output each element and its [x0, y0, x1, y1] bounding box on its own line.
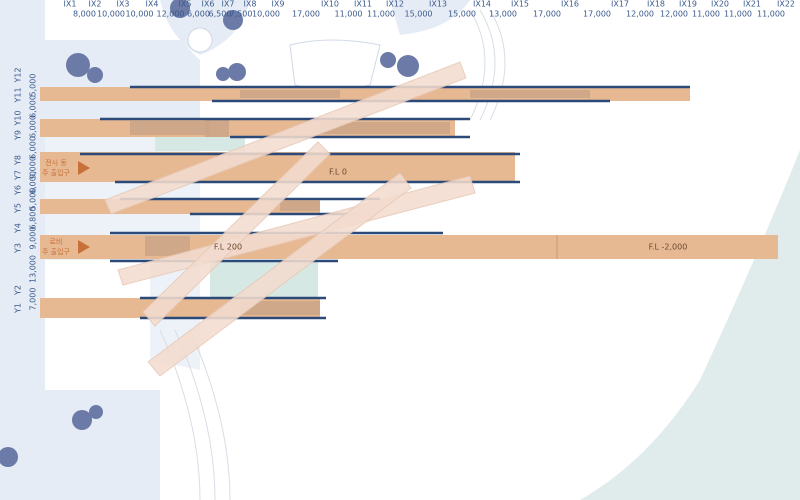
- grid-spacing: 13,000: [29, 255, 38, 283]
- grid-spacing: 11,000: [724, 10, 752, 19]
- grid-label: IX18: [647, 0, 665, 9]
- stair: [470, 90, 590, 98]
- floor-level: F.L -2,000: [649, 243, 688, 252]
- floor-slab: [40, 152, 515, 182]
- grid-spacing: 13,000: [489, 10, 517, 19]
- grid-spacing: 5,000: [29, 74, 38, 97]
- grid-label: Y7: [14, 170, 23, 181]
- grid-label: IX9: [272, 0, 285, 9]
- grid-label: IX17: [611, 0, 629, 9]
- grid-label: Y5: [14, 203, 23, 214]
- grid-label: IX11: [354, 0, 372, 9]
- grid-spacing: 10,000: [126, 10, 154, 19]
- bridge: [147, 172, 412, 377]
- grid-label: IX16: [561, 0, 579, 9]
- grid-spacing: 15,000: [448, 10, 476, 19]
- grid-spacing: 11,000: [692, 10, 720, 19]
- grid-spacing: 9,000: [29, 227, 38, 250]
- grid-spacing: 9,000: [29, 156, 38, 179]
- stair: [130, 121, 210, 135]
- grid-spacing: 11,000: [757, 10, 785, 19]
- entrance-label: 주 출입구: [42, 168, 71, 177]
- stair: [205, 119, 229, 137]
- entrance-label: 주 출입구: [42, 247, 71, 256]
- stair: [320, 122, 450, 134]
- grid-label: IX19: [679, 0, 697, 9]
- grid-spacing: 6,000: [29, 136, 38, 159]
- grid-spacing: 10,000: [252, 10, 280, 19]
- stair: [145, 236, 190, 256]
- grid-label: Y11: [14, 87, 23, 103]
- entrance-label: 로비: [50, 237, 63, 246]
- grid-label: IX4: [146, 0, 159, 9]
- grid-label: IX10: [321, 0, 339, 9]
- grid-label: IX7: [222, 0, 235, 9]
- grid-label: IX14: [473, 0, 491, 9]
- grid-spacing: 11,000: [335, 10, 363, 19]
- grid-label: Y3: [14, 243, 23, 254]
- grid-label: IX3: [117, 0, 130, 9]
- grid-label: IX15: [511, 0, 529, 9]
- grid-label: IX13: [429, 0, 447, 9]
- grid-label: IX21: [743, 0, 761, 9]
- entrance-arrow: [78, 161, 90, 175]
- grid-spacing: 10,000: [97, 10, 125, 19]
- grid-label: Y6: [14, 185, 23, 196]
- grid-label: IX12: [386, 0, 404, 9]
- grid-label: IX20: [711, 0, 729, 9]
- grid-label: IX5: [179, 0, 192, 9]
- grid-spacing: 6,000: [29, 115, 38, 138]
- bridge: [142, 141, 331, 327]
- grid-spacing: 6,000: [187, 10, 210, 19]
- grid-spacing: 12,000: [157, 10, 185, 19]
- grid-spacing: 7,500: [230, 10, 253, 19]
- grid-spacing: 12,000: [660, 10, 688, 19]
- grid-spacing: 12,000: [626, 10, 654, 19]
- grid-label: Y12: [14, 67, 23, 83]
- grid-label: IX2: [89, 0, 102, 9]
- floor-level: F.L 200: [214, 243, 242, 252]
- grid-label: IX6: [202, 0, 215, 9]
- grid-label: Y4: [14, 223, 23, 234]
- floor-level: F.L 0: [329, 168, 347, 177]
- grid-label: IX8: [244, 0, 257, 9]
- floor-slabs: [40, 61, 778, 377]
- bridge: [104, 61, 467, 215]
- grid-spacing: 6,500: [209, 10, 232, 19]
- grid-spacing: 17,000: [292, 10, 320, 19]
- stair: [240, 301, 320, 315]
- entrance-arrow: [78, 240, 90, 254]
- stair: [240, 90, 340, 98]
- grid-label: Y9: [14, 130, 23, 141]
- trees: [0, 0, 419, 467]
- grid-label: Y10: [14, 110, 23, 126]
- grid-spacing: 8,000: [73, 10, 96, 19]
- grid-spacing: 6,800: [29, 207, 38, 230]
- grid-spacing: 11,000: [367, 10, 395, 19]
- grid-label: Y2: [14, 285, 23, 296]
- stair: [280, 201, 320, 211]
- grid-label: Y1: [14, 303, 23, 314]
- grid-spacing: 5,000: [29, 188, 38, 211]
- grid-label: IX1: [64, 0, 77, 9]
- grid-spacing: 15,000: [405, 10, 433, 19]
- grid-spacing: 17,000: [533, 10, 561, 19]
- entrance-label: 전시 동: [45, 158, 67, 167]
- grid-spacing: 7,000: [29, 288, 38, 311]
- grid-label: Y8: [14, 155, 23, 166]
- grid-label: IX22: [777, 0, 795, 9]
- grid-spacing: 6,000: [29, 95, 38, 118]
- grid-spacing: 6,000: [29, 171, 38, 194]
- grid-spacing: 17,000: [583, 10, 611, 19]
